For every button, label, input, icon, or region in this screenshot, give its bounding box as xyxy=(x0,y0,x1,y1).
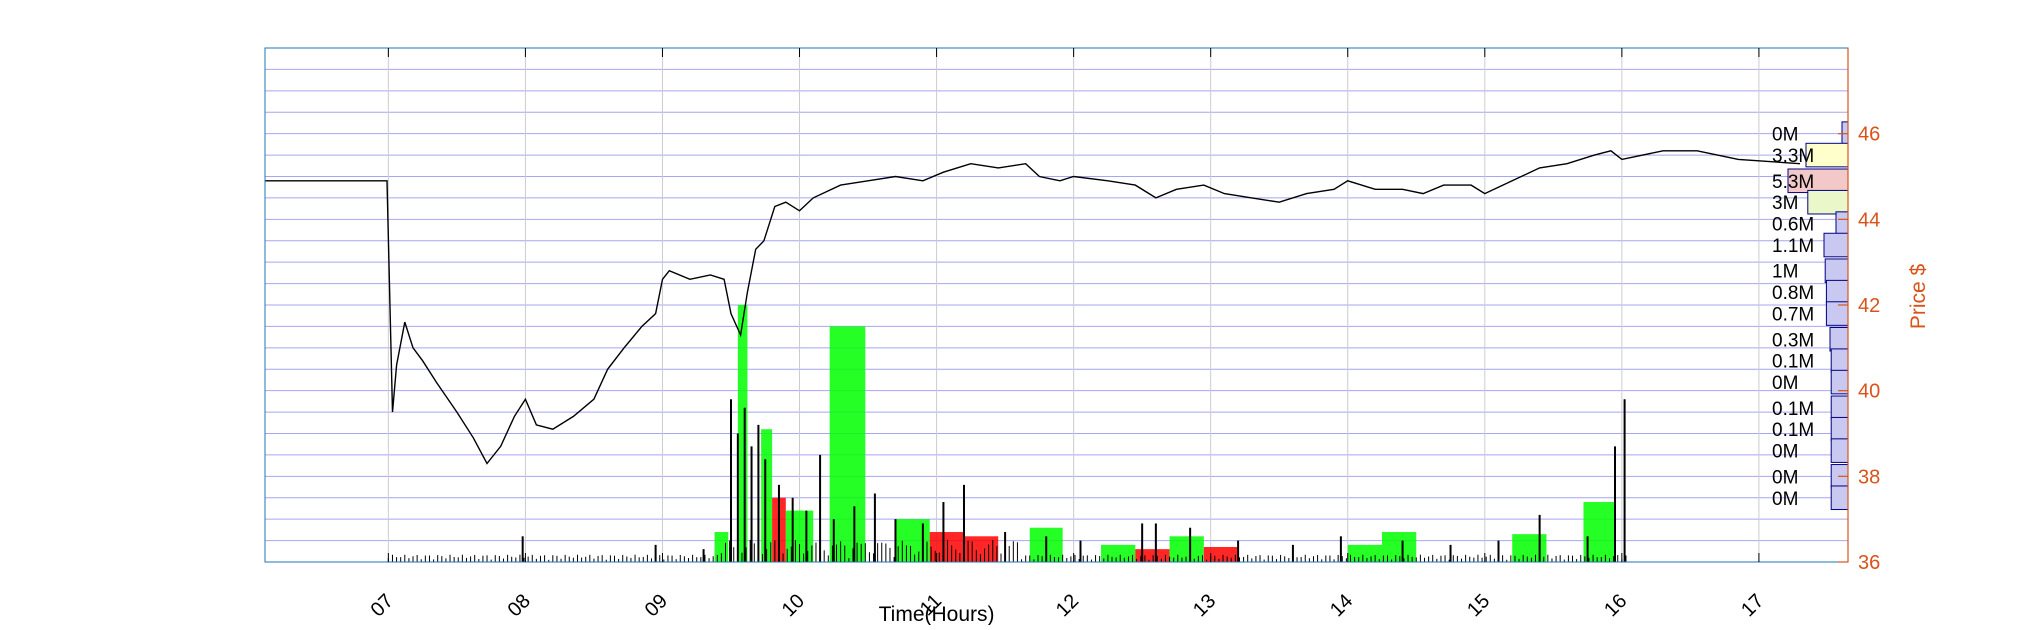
volume-profile-bar xyxy=(1807,189,1849,215)
volume-block xyxy=(1203,547,1239,562)
x-tick-label: 08 xyxy=(504,590,535,621)
y-tick-label: 44 xyxy=(1858,209,1880,231)
x-tick-label: 17 xyxy=(1737,590,1768,621)
volume-profile-bar xyxy=(1830,485,1849,511)
y-tick-label: 42 xyxy=(1858,295,1880,317)
x-tick-label: 14 xyxy=(1326,590,1357,621)
volume-profile-label: 5.3M xyxy=(1772,172,1814,193)
volume-profile-bar xyxy=(1825,279,1849,305)
volume-profile-label: 3M xyxy=(1772,193,1798,214)
volume-profile-bar xyxy=(1829,326,1849,352)
y-tick-label: 46 xyxy=(1858,124,1880,146)
volume-block xyxy=(829,326,866,562)
x-tick-label: 10 xyxy=(778,590,809,621)
volume-profile-label: 0.1M xyxy=(1772,420,1814,441)
volume-block xyxy=(1101,544,1136,562)
volume-profile-bar xyxy=(1830,348,1849,373)
volume-block xyxy=(1583,502,1616,562)
volume-profile-label: 1.1M xyxy=(1772,236,1814,257)
y-axis-title: Price $ xyxy=(1907,263,1930,329)
x-tick-label: 12 xyxy=(1052,590,1083,621)
volume-block xyxy=(1347,544,1383,562)
x-tick-label: 16 xyxy=(1600,590,1631,621)
volume-block xyxy=(761,429,773,562)
volume-block xyxy=(737,305,748,562)
volume-profile-label: 0.1M xyxy=(1772,352,1814,373)
volume-profile-label: 0M xyxy=(1772,489,1798,510)
volume-profile-bar xyxy=(1830,395,1849,421)
y-tick-label: 40 xyxy=(1858,381,1880,403)
price-line xyxy=(265,150,1801,465)
volume-profile-label: 1M xyxy=(1772,262,1798,283)
x-axis-title: Time(Hours) xyxy=(879,603,995,625)
volume-profile-bar xyxy=(1830,416,1849,442)
volume-profile-label: 0.7M xyxy=(1772,305,1814,326)
y-tick-label: 36 xyxy=(1858,552,1880,574)
volume-profile-label: 0M xyxy=(1772,373,1798,394)
x-tick-label: 13 xyxy=(1189,590,1220,621)
volume-profile-label: 0.1M xyxy=(1772,399,1814,420)
x-tick-label: 15 xyxy=(1463,590,1494,621)
x-tick-label: 09 xyxy=(641,590,672,621)
volume-profile-bar xyxy=(1824,258,1849,284)
volume-profile-label: 3.3M xyxy=(1772,146,1814,167)
y-axis: 36 38 40 42 44 46 Price $ xyxy=(1838,124,1930,574)
volume-profile-label: 0M xyxy=(1772,442,1798,463)
volume-block xyxy=(895,519,930,562)
volume-profile-bar xyxy=(1823,232,1849,258)
volume-profile-bar xyxy=(1830,438,1849,463)
volume-block xyxy=(714,532,729,562)
volume-profile-label: 0.8M xyxy=(1772,283,1814,304)
volume-block xyxy=(1512,534,1547,562)
volume-profile-bar xyxy=(1835,211,1849,236)
x-tick-label: 07 xyxy=(367,590,398,621)
volume-profile-label: 0M xyxy=(1772,125,1798,146)
volume-profile-label: 0.3M xyxy=(1772,330,1814,351)
volume-profile-label: 0.6M xyxy=(1772,215,1814,236)
volume-profile: 0M3.3M5.3M3M0.6M1.1M1M0.8M0.7M0.3M0.1M0M… xyxy=(1772,121,1849,511)
volume-profile-label: 0M xyxy=(1772,467,1798,488)
grid xyxy=(265,47,1848,563)
y-tick-label: 38 xyxy=(1858,466,1880,488)
